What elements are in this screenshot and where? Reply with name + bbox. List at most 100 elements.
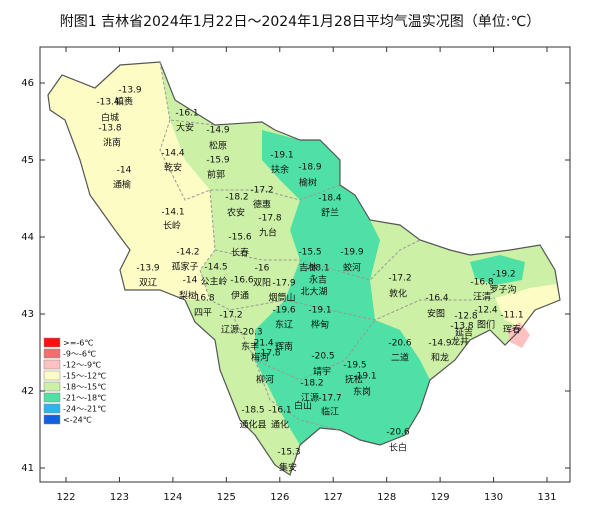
temperature-label: -13.8 <box>450 322 474 332</box>
temperature-label: -21.4 <box>250 339 274 349</box>
temperature-label: -16 <box>255 264 270 274</box>
legend-label: -15～-12℃ <box>63 372 106 381</box>
place-name: 敦化 <box>389 288 407 300</box>
temperature-label: -18.4 <box>318 194 342 204</box>
region-pink <box>508 322 530 348</box>
lon-tick-label: 125 <box>217 492 236 503</box>
place-name: 靖宇 <box>313 366 331 378</box>
temperature-label: -14.9 <box>206 126 230 136</box>
place-name: 东辽 <box>275 319 293 331</box>
place-name: 图们 <box>477 319 495 331</box>
place-name: 辽源 <box>221 325 239 336</box>
title: 附图1 吉林省2024年1月22日～2024年1月28日平均气温实况图（单位:℃… <box>60 14 541 30</box>
temperature-label: -15.9 <box>206 156 230 166</box>
legend-swatch <box>43 359 61 370</box>
temperature-label: -13.9 <box>136 264 160 274</box>
region-cream <box>48 62 215 300</box>
place-name: 长春 <box>231 247 249 259</box>
place-name: 安图 <box>427 308 445 320</box>
lat-tick-label: 42 <box>21 386 34 397</box>
place-name: 双阳 <box>253 278 271 289</box>
legend-swatch <box>43 337 61 348</box>
place-name: 九台 <box>259 227 277 239</box>
temperature-label: -19.6 <box>272 306 296 316</box>
lon-tick-label: 122 <box>56 492 75 503</box>
place-name: 北大湖 <box>300 286 327 298</box>
place-name: 罗子沟 <box>489 284 516 296</box>
place-name: 江源 <box>301 393 319 404</box>
place-name: 吉林 <box>299 262 317 274</box>
place-name: 长岭 <box>163 220 181 232</box>
place-name: 龙井 <box>451 336 469 348</box>
temperature-label: -17.7 <box>318 394 341 404</box>
place-name: 通化 <box>271 419 289 431</box>
place-name: 东岗 <box>353 386 371 398</box>
region-cream <box>495 284 560 328</box>
place-name: 松原 <box>209 140 227 152</box>
place-name: 公主岭 <box>200 276 227 288</box>
legend-swatch <box>43 392 61 403</box>
place-name: 洮南 <box>103 137 121 149</box>
lat-tick-label: 45 <box>21 155 34 166</box>
place-name: 辉南 <box>275 341 293 353</box>
place-name: 孤家子 <box>171 261 198 273</box>
lon-tick-label: 123 <box>110 492 129 503</box>
place-name: 永吉 <box>309 274 327 286</box>
province <box>47 61 561 476</box>
legend-label: -12～-9℃ <box>63 361 101 370</box>
legend-label: >=-6℃ <box>63 339 93 348</box>
temperature-label: -14.2 <box>176 248 199 258</box>
place-name: 四平 <box>194 308 212 319</box>
legend-swatch <box>43 414 61 425</box>
temperature-label: -16.8 <box>470 278 494 288</box>
temperature-label: -17.2 <box>250 186 273 196</box>
temperature-label: -19.9 <box>340 248 364 258</box>
place-name: 乾安 <box>164 162 182 174</box>
lon-tick-label: 131 <box>537 492 556 503</box>
lat-tick-label: 43 <box>21 309 34 320</box>
temperature-label: -14.4 <box>161 149 185 159</box>
lat-tick-label: 44 <box>21 232 34 243</box>
place-name: 柳河 <box>256 374 274 386</box>
temperature-label: -16.6 <box>230 276 254 286</box>
place-name: 白城 <box>101 112 119 124</box>
place-name: 舒兰 <box>321 207 339 219</box>
county-border <box>199 249 496 321</box>
place-name: 伊通 <box>231 290 249 302</box>
temperature-label: -19.1 <box>353 372 376 382</box>
temperature-label: -13.8 <box>98 124 122 134</box>
temperature-label: -14.1 <box>161 208 184 218</box>
lat-tick-label: 41 <box>21 463 34 474</box>
temperature-label: -14 <box>183 276 198 286</box>
temperature-label: -15.3 <box>277 448 300 458</box>
temperature-label: -16.8 <box>191 294 215 304</box>
legend-swatch <box>43 403 61 414</box>
province-border <box>47 61 561 476</box>
lon-tick-label: 128 <box>377 492 396 503</box>
place-name: 农安 <box>227 207 245 219</box>
legend-label: -24～-21℃ <box>63 405 106 414</box>
temperature-label: -14.9 <box>428 339 452 349</box>
place-name: 延吉 <box>455 327 473 339</box>
region-teal <box>470 255 525 285</box>
place-name: 扶余 <box>271 164 289 176</box>
county-border <box>229 309 376 381</box>
place-name: 临江 <box>321 406 339 418</box>
lon-tick-label: 130 <box>484 492 503 503</box>
temperature-label: -15.6 <box>228 233 252 243</box>
temperature-label: -14.5 <box>204 263 227 273</box>
place-name: 通化县 <box>239 419 266 431</box>
temperature-label: -17.2 <box>388 274 411 284</box>
place-name: 通榆 <box>113 179 131 191</box>
temperature-label: -16.4 <box>425 294 449 304</box>
place-name: 榆树 <box>299 177 317 189</box>
place-name: 长白 <box>389 442 407 454</box>
temperature-label: -20.6 <box>386 428 410 438</box>
place-name: 镇赉 <box>115 96 133 108</box>
temperature-label: -17.2 <box>219 311 242 321</box>
legend-label: -21～-18℃ <box>63 394 106 403</box>
place-name: 集安 <box>279 462 297 474</box>
temperature-label: -19.1 <box>308 306 331 316</box>
temperature-label: -14 <box>117 166 132 176</box>
